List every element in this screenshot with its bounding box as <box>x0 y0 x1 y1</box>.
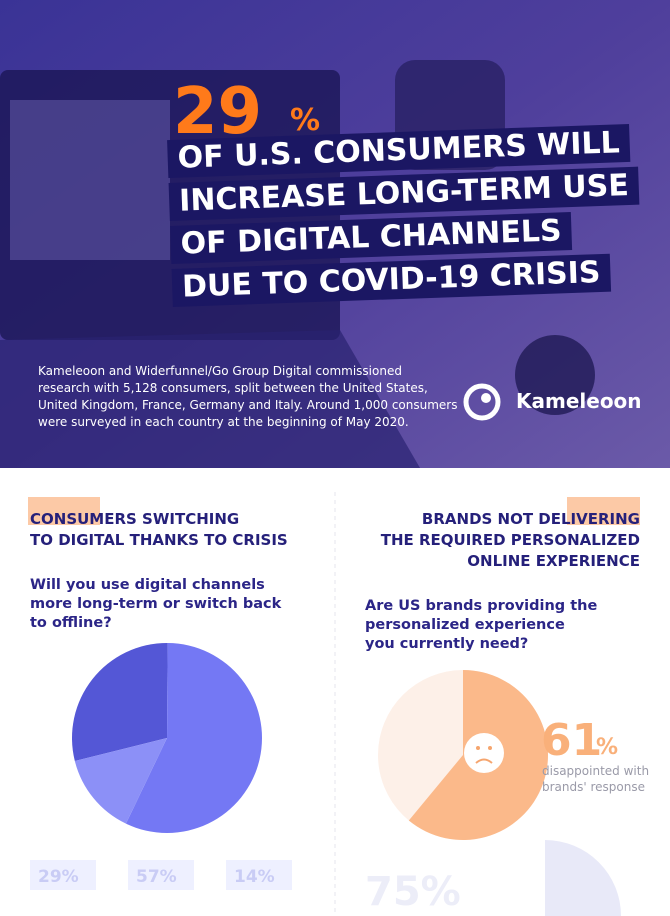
screen-content <box>10 100 170 260</box>
accent-bar <box>28 497 100 525</box>
label-box <box>128 860 194 890</box>
section-title: CONSUMERS SWITCHING <box>30 510 239 528</box>
sad-face <box>464 733 504 773</box>
stat-caption: brands' response <box>542 780 645 794</box>
label-box <box>30 860 96 890</box>
left-section: CONSUMERS SWITCHING TO DIGITAL THANKS TO … <box>30 510 292 890</box>
accent-bar <box>567 497 640 525</box>
description-line: United Kingdom, France, Germany and Ital… <box>38 398 457 412</box>
right-section: BRANDS NOT DELIVERING THE REQUIRED PERSON… <box>365 510 649 916</box>
keyboard <box>0 330 420 468</box>
headline-box <box>167 123 631 179</box>
section-title: ONLINE EXPERIENCE <box>467 552 640 570</box>
stat-number: 61 <box>541 715 602 766</box>
description-line: research with 5,128 consumers, split bet… <box>38 381 428 395</box>
eye <box>488 746 492 750</box>
pie-slice <box>72 642 168 761</box>
value-label: 14% <box>234 867 275 887</box>
question: personalized experience <box>365 617 565 633</box>
pie-slice <box>74 738 167 824</box>
section-title: TO DIGITAL THANKS TO CRISIS <box>30 531 288 549</box>
description-line: Kameleoon and Widerfunnel/Go Group Digit… <box>38 364 402 378</box>
logo-dot <box>481 393 491 403</box>
logo-ring <box>463 383 501 421</box>
value-label: 57% <box>136 867 177 887</box>
label-box <box>226 860 292 890</box>
question: Will you use digital channels <box>30 577 265 593</box>
headline-unit: % <box>290 103 320 138</box>
headline-box <box>170 212 573 265</box>
question: to offline? <box>30 615 112 631</box>
watch <box>515 335 595 415</box>
question: you currently need? <box>365 636 528 652</box>
sad-mouth <box>475 758 493 764</box>
partial-pie <box>545 840 621 916</box>
stat-caption: disappointed with <box>542 764 649 778</box>
value-label: 29% <box>38 867 79 887</box>
section-title: THE REQUIRED PERSONALIZED <box>381 531 640 549</box>
headline-number: 29 <box>173 75 262 149</box>
headline-box <box>171 253 612 307</box>
question: Are US brands providing the <box>365 598 597 614</box>
footer-stat: 75% <box>365 869 461 915</box>
stat-unit: % <box>596 735 618 760</box>
eye <box>476 746 480 750</box>
section-title: BRANDS NOT DELIVERING <box>422 510 640 528</box>
logo: Kameleoon <box>463 383 642 421</box>
description: Kameleoon and Widerfunnel/Go Group Digit… <box>38 364 457 429</box>
headline-box <box>168 166 640 222</box>
description-line: were surveyed in each country at the beg… <box>38 415 409 429</box>
pie-slice <box>125 643 263 834</box>
brand-name: Kameleoon <box>516 389 642 413</box>
question: more long-term or switch back <box>30 596 282 612</box>
